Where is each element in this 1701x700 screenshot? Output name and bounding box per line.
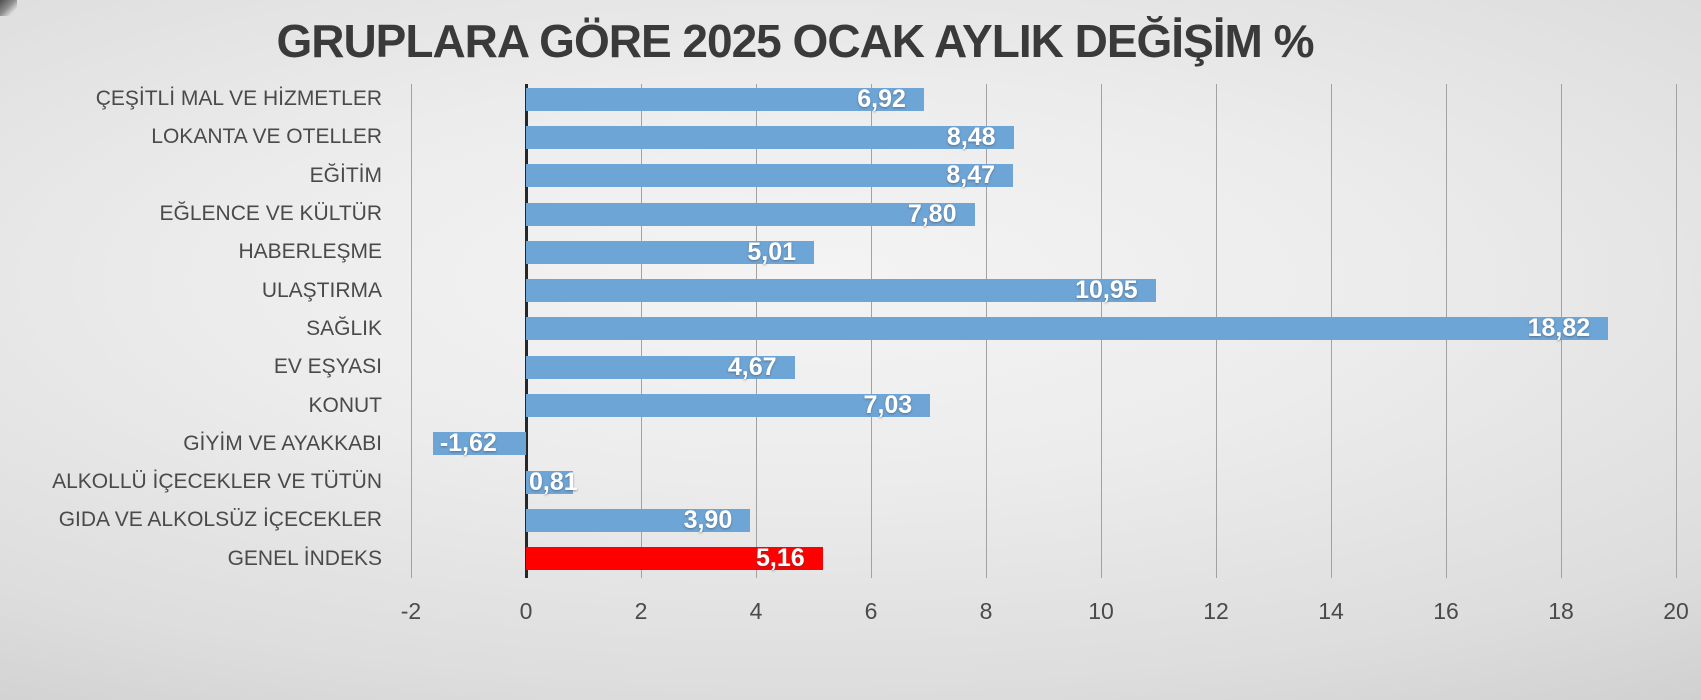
bar-row: EV EŞYASI 4,67 [0,348,1701,386]
value-label: 5,01 [747,237,797,266]
bar-row: ÇEŞİTLİ MAL VE HİZMETLER 6,92 [0,80,1701,118]
x-tick-label: 0 [519,598,533,624]
value-label: 0,81 [529,467,578,496]
gridline [1675,84,1677,578]
x-tick-label: 10 [1088,598,1114,624]
x-tick-label: 20 [1663,598,1689,624]
chart-title: GRUPLARA GÖRE 2025 OCAK AYLIK DEĞİŞİM % [276,15,1314,67]
value-bar: -1,62 [432,429,526,458]
value-label: 18,82 [1527,314,1591,343]
value-bar: 7,03 [526,391,931,420]
value-bar: 4,67 [526,352,795,381]
value-label: -1,62 [439,429,497,458]
bar-row: SAĞLIK 18,82 [0,310,1701,348]
value-label: 10,95 [1075,276,1138,305]
category-label: GİYİM VE AYAKKABI [183,431,382,455]
value-label: 7,80 [907,199,957,228]
x-tick-label: 14 [1318,598,1344,624]
category-label: ALKOLLÜ İÇECEKLER VE TÜTÜN [52,470,382,494]
category-label: GIDA VE ALKOLSÜZ İÇECEKLER [58,508,382,532]
value-bar: 5,01 [526,237,815,266]
value-bar: 18,82 [526,314,1609,343]
x-tick-label: 18 [1548,598,1574,624]
value-bar: 3,90 [526,505,751,534]
bar-row: GIDA VE ALKOLSÜZ İÇECEKLER 3,90 [0,501,1701,539]
bar-row: HABERLEŞME 5,01 [0,233,1701,271]
bar-row: GENEL İNDEKS 5,16 [0,540,1701,578]
category-label: HABERLEŞME [238,240,382,264]
value-label: 5,16 [756,544,805,573]
value-label: 8,48 [946,122,996,151]
bar-row: EĞLENCE VE KÜLTÜR 7,80 [0,195,1701,233]
value-label: 6,92 [857,84,906,113]
value-label: 8,47 [946,161,996,190]
category-label: GENEL İNDEKS [227,546,382,570]
bar-row: ULAŞTIRMA 10,95 [0,272,1701,310]
value-bar: 6,92 [526,84,924,113]
bar-row: KONUT 7,03 [0,386,1701,424]
value-bar: 8,47 [526,161,1014,190]
value-bar: 0,81 [526,468,578,496]
category-label: EĞLENCE VE KÜLTÜR [159,202,383,226]
slide-corner-shadow [0,0,17,16]
value-bar: 8,48 [526,122,1014,151]
category-label: KONUT [308,393,383,417]
x-tick-label: 16 [1433,598,1459,624]
x-tick-label: 12 [1203,598,1229,624]
x-tick-label: -2 [400,598,422,624]
x-tick-label: 8 [979,598,993,624]
value-label: 3,90 [683,505,733,534]
category-label: EĞİTİM [309,163,382,187]
gridline [410,84,412,578]
value-bar: 7,80 [526,199,975,228]
category-label: LOKANTA VE OTELLER [151,125,382,149]
category-label: SAĞLIK [306,316,382,340]
category-label: ÇEŞİTLİ MAL VE HİZMETLER [95,87,382,111]
value-bar: 10,95 [526,276,1156,305]
bar-row: GİYİM VE AYAKKABI -1,62 [0,425,1701,463]
category-label: ULAŞTIRMA [261,278,382,302]
x-tick-label: 4 [749,598,763,624]
value-label: 4,67 [727,352,777,381]
bar-row: EĞİTİM 8,47 [0,157,1701,195]
value-label: 7,03 [863,391,913,420]
highlight-bar: 5,16 [526,544,823,573]
category-label: EV EŞYASI [273,355,382,379]
x-tick-label: 2 [634,598,648,624]
bar-row: LOKANTA VE OTELLER 8,48 [0,118,1701,156]
bar-row: ALKOLLÜ İÇECEKLER VE TÜTÜN 0,81 [0,463,1701,501]
x-tick-label: 6 [864,598,878,624]
